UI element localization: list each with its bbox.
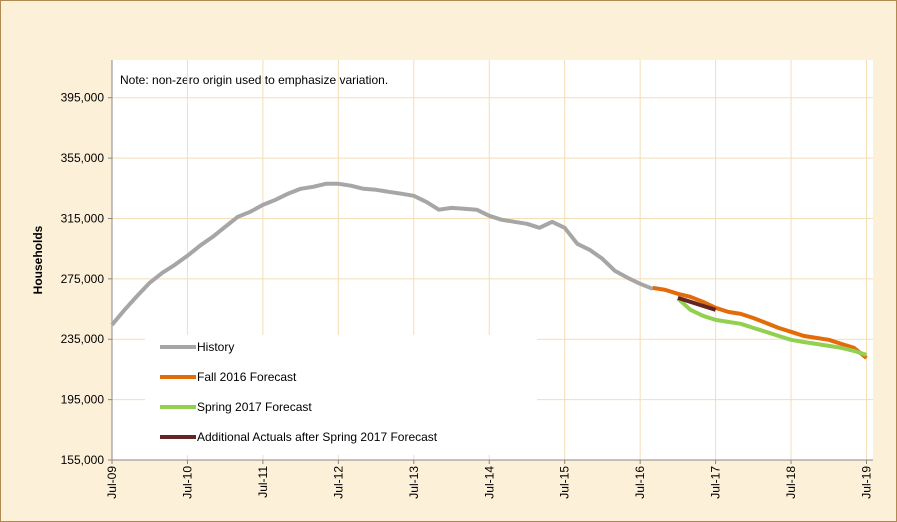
x-tick-label: Jul-19 [860, 466, 874, 499]
legend-label: Spring 2017 Forecast [197, 400, 312, 414]
legend-label: History [197, 340, 234, 354]
x-tick-label: Jul-12 [331, 466, 345, 499]
series-line [677, 295, 717, 312]
x-tick-label: Jul-14 [482, 466, 496, 499]
x-tick-label: Jul-11 [256, 466, 270, 498]
series-line [110, 181, 654, 327]
y-tick-label: 275,000 [61, 272, 105, 286]
y-tick-label: 395,000 [61, 91, 105, 105]
x-tick-label: Jul-16 [633, 466, 647, 499]
y-tick-label: 235,000 [61, 332, 105, 346]
legend-box [145, 335, 537, 455]
x-tick-label: Jul-13 [407, 466, 421, 499]
legend-label: Additional Actuals after Spring 2017 For… [197, 430, 438, 444]
y-tick-label: 195,000 [61, 393, 105, 407]
y-tick-label: 355,000 [61, 151, 105, 165]
x-tick-label: Jul-18 [784, 466, 798, 499]
x-tick-label: Jul-09 [105, 466, 119, 499]
legend-label: Fall 2016 Forecast [197, 370, 297, 384]
series-line [652, 285, 868, 360]
note: Note: non-zero origin used to emphasize … [120, 73, 388, 87]
y-axis-label: Households [31, 225, 45, 294]
y-tick-label: 315,000 [61, 211, 105, 225]
x-tick-label: Jul-10 [180, 466, 194, 499]
series-line [676, 297, 868, 357]
y-tick-label: 155,000 [61, 453, 105, 467]
x-tick-label: Jul-17 [709, 466, 723, 499]
x-tick-label: Jul-15 [558, 466, 572, 499]
